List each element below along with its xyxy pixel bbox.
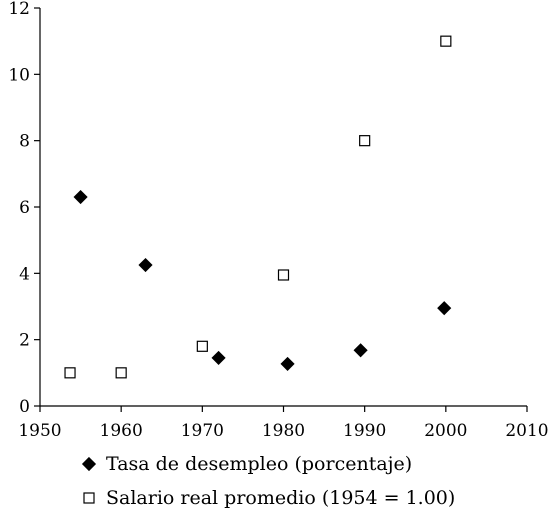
x-tick-label: 1980 [262,421,305,441]
unemployment-point [353,343,368,358]
axes: 0 2 4 6 8 10 12 1950 1960 1970 1980 1990 2000 2010 [8,0,548,441]
y-tick-label: 6 [19,198,30,218]
y-tick-label: 10 [8,65,30,85]
wage-point [440,35,452,47]
y-tick-label: 0 [19,397,30,417]
x-tick-label: 1970 [181,421,224,441]
y-tick-label: 2 [19,331,30,351]
legend-label: Salario real promedio (1954 = 1.00) [106,487,455,509]
x-tick-label: 1990 [343,421,386,441]
y-tick-label: 12 [8,0,30,19]
unemployment-point [73,189,88,205]
y-tick-label: 8 [19,132,30,152]
wage-point [64,367,76,379]
data-points [64,35,452,379]
unemployment-point [138,257,153,273]
y-tick-label: 4 [19,264,30,284]
legend: Tasa de desempleo (porcentaje) Salario re… [81,453,455,509]
wage-point [115,367,127,379]
unemployment-point [437,301,452,316]
unemployment-point [211,350,226,365]
legend-label: Tasa de desempleo (porcentaje) [106,453,412,475]
wage-point [359,135,371,147]
x-tick-label: 1960 [100,421,143,441]
x-tick-label: 2000 [424,421,467,441]
legend-unemployment-marker [81,456,97,472]
x-tick-label: 1950 [18,421,61,441]
x-tick-label: 2010 [505,421,548,441]
unemployment-point [280,356,295,371]
wage-point [196,340,208,352]
legend-wage-marker [83,492,95,504]
wage-point [277,269,290,281]
